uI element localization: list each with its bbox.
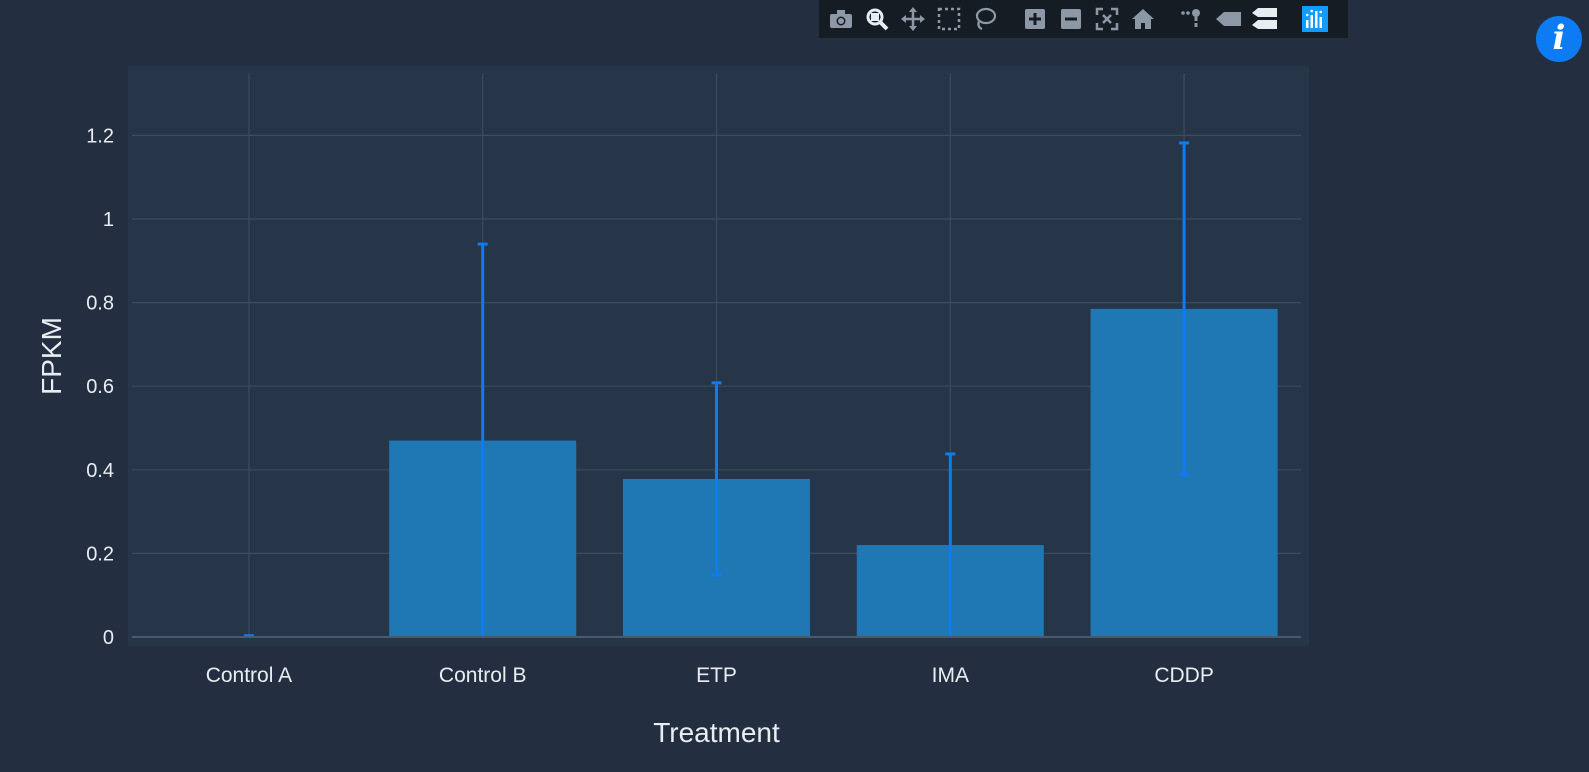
info-icon: i [1552, 18, 1566, 58]
info-button[interactable]: i [1536, 16, 1582, 62]
spike-lines-icon[interactable] [1179, 5, 1207, 33]
box-select-icon[interactable] [935, 5, 963, 33]
lasso-select-icon[interactable] [971, 5, 999, 33]
error-bars [243, 141, 1190, 638]
modebar-toolbar [819, 0, 1348, 38]
x-tick-label: ETP [696, 664, 737, 687]
zoom-icon[interactable] [863, 5, 891, 33]
axes: 0 0.2 0.4 0.6 0.8 1 1.2 Control A Control B ETP IM… [86, 125, 1301, 687]
y-axis-title: FPKM [36, 317, 67, 395]
x-tick-label: CDDP [1154, 664, 1214, 687]
hover-compare-icon[interactable] [1251, 5, 1279, 33]
y-tick-label: 0.2 [86, 543, 114, 565]
zoom-in-icon[interactable] [1021, 5, 1049, 33]
y-tick-label: 0.8 [86, 293, 114, 315]
reset-axes-icon[interactable] [1129, 5, 1157, 33]
zoom-out-icon[interactable] [1057, 5, 1085, 33]
camera-icon[interactable] [827, 5, 855, 33]
y-tick-label: 0.4 [86, 460, 114, 482]
y-tick-label: 0 [103, 627, 114, 649]
pan-icon[interactable] [899, 5, 927, 33]
hover-closest-icon[interactable] [1215, 5, 1243, 33]
y-tick-label: 1 [103, 209, 114, 231]
x-tick-label: Control A [206, 664, 292, 687]
y-tick-label: 0.6 [86, 376, 114, 398]
x-tick-label: IMA [932, 664, 969, 687]
x-axis-title: Treatment [653, 717, 780, 748]
plotly-logo-icon[interactable] [1301, 5, 1329, 33]
autoscale-icon[interactable] [1093, 5, 1121, 33]
y-tick-label: 1.2 [86, 125, 114, 147]
x-tick-label: Control B [439, 664, 527, 687]
